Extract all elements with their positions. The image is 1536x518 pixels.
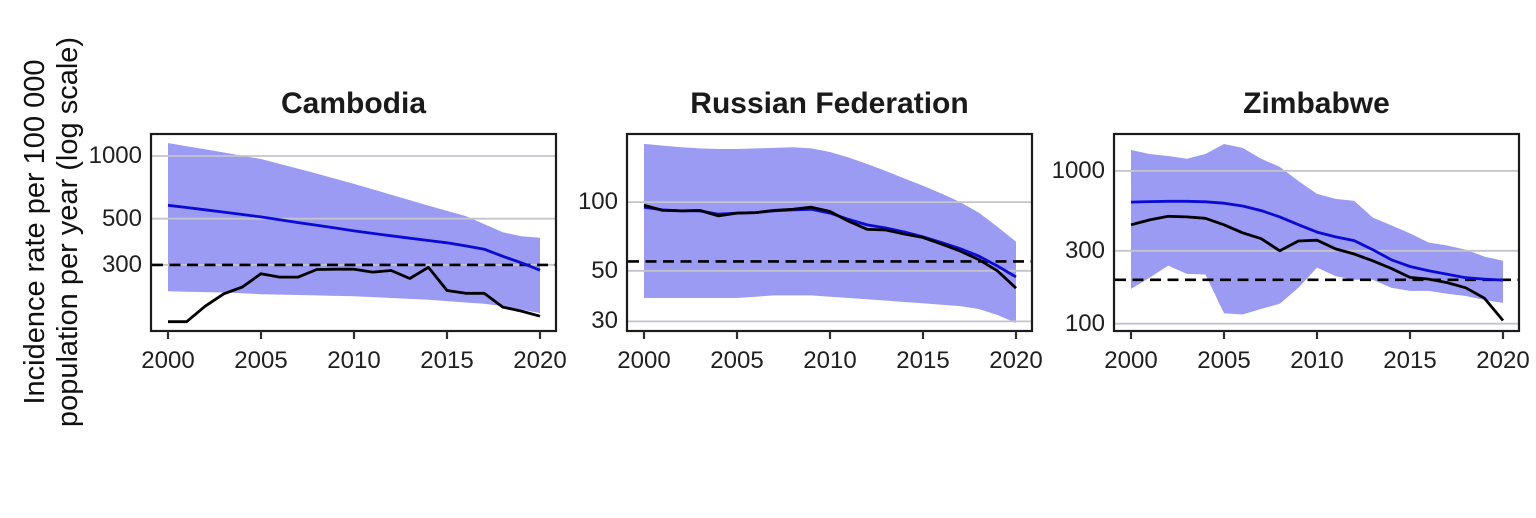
x-tick-label: 2005 bbox=[1197, 347, 1251, 374]
y-tick-label: 500 bbox=[101, 205, 142, 232]
y-axis-title-line1: Incidence rate per 100 000 bbox=[19, 59, 51, 405]
x-tick-label: 2010 bbox=[327, 347, 381, 374]
y-tick-label: 100 bbox=[577, 188, 618, 215]
x-tick-label: 2015 bbox=[420, 347, 474, 374]
plot-area bbox=[625, 132, 1034, 339]
y-tick-label: 50 bbox=[591, 257, 618, 284]
uncertainty-band bbox=[1131, 144, 1503, 315]
x-tick-label: 2010 bbox=[803, 347, 857, 374]
estimate-line bbox=[167, 203, 541, 272]
x-tick-label: 2005 bbox=[710, 347, 764, 374]
uncertainty-band bbox=[168, 143, 540, 314]
x-tick-label: 2000 bbox=[1104, 347, 1158, 374]
plot-area bbox=[1112, 132, 1521, 339]
panel-title: Cambodia bbox=[280, 87, 427, 120]
estimate-line bbox=[1130, 199, 1504, 282]
x-tick-label: 2000 bbox=[617, 347, 671, 374]
notifications-line bbox=[643, 203, 1017, 290]
panel-russian-federation: Russian Federation 100 50 30 2000 2005 2010 20… bbox=[578, 87, 1043, 374]
panel-title: Russian Federation bbox=[690, 87, 969, 120]
x-tick-label: 2015 bbox=[1383, 347, 1437, 374]
x-tick-label: 2020 bbox=[989, 347, 1043, 374]
y-axis-title-line2: population per year (log scale) bbox=[52, 36, 84, 428]
x-tick-label: 2015 bbox=[896, 347, 950, 374]
notifications-line bbox=[1130, 214, 1505, 322]
x-tick-label: 2010 bbox=[1290, 347, 1344, 374]
uncertainty-band bbox=[644, 143, 1016, 323]
notifications-line bbox=[168, 265, 541, 324]
y-tick-label: 300 bbox=[1064, 237, 1105, 264]
x-tick-label: 2005 bbox=[234, 347, 288, 374]
y-tick-label: 1000 bbox=[88, 142, 142, 169]
y-tick-label: 300 bbox=[101, 251, 142, 278]
panel-cambodia: Cambodia 1000 500 300 2000 2005 2010 2015 2020 bbox=[89, 87, 567, 374]
y-axis-title: Incidence rate per 100 000 population pe… bbox=[19, 2, 87, 462]
panel-title: Zimbabwe bbox=[1243, 87, 1390, 120]
x-tick-label: 2020 bbox=[513, 347, 567, 374]
y-tick-label: 100 bbox=[1064, 310, 1105, 337]
x-tick-label: 2000 bbox=[141, 347, 195, 374]
y-tick-label: 30 bbox=[591, 307, 618, 334]
plot-area bbox=[149, 132, 558, 339]
y-tick-label: 1000 bbox=[1051, 157, 1105, 184]
panel-zimbabwe: Zimbabwe 1000 300 100 2000 2005 2010 2015 2020 bbox=[1052, 87, 1530, 374]
x-tick-label: 2020 bbox=[1476, 347, 1530, 374]
